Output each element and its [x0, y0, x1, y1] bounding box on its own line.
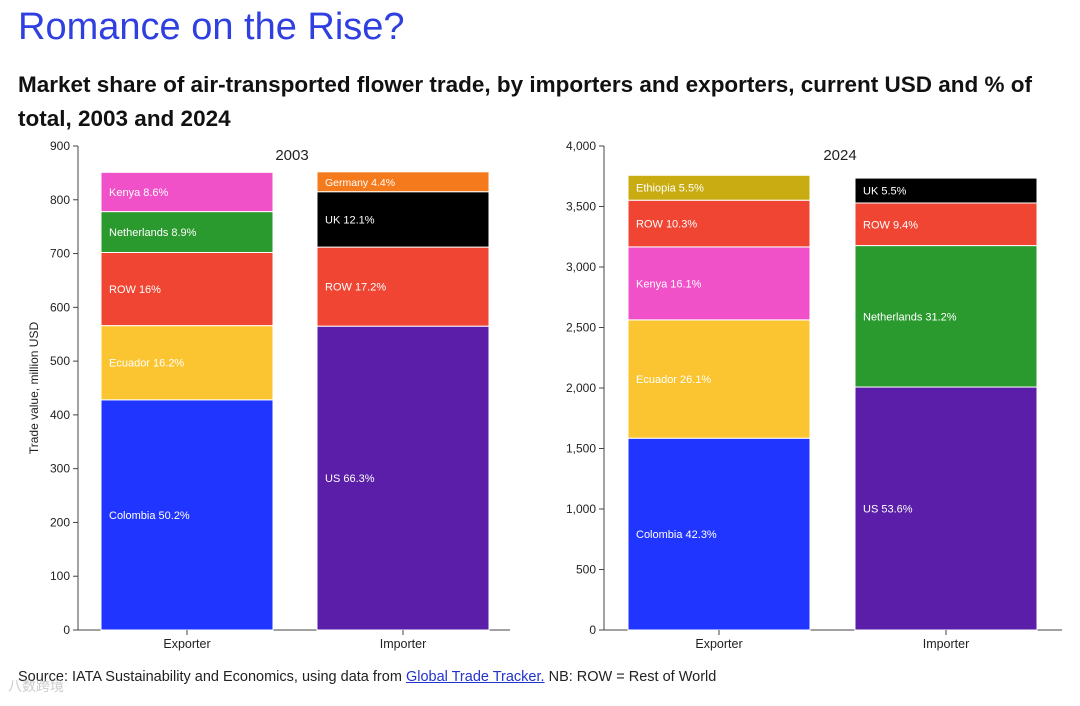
segment-label: UK 5.5% — [863, 186, 907, 198]
y-tick-label: 3,000 — [566, 260, 596, 274]
chart-title: 2024 — [823, 147, 856, 164]
y-tick-label: 0 — [589, 623, 596, 637]
x-tick-label: Exporter — [695, 637, 742, 651]
watermark: 八数跨境 — [8, 678, 64, 694]
bar-segment — [100, 251, 274, 327]
y-tick-label: 500 — [576, 563, 596, 577]
y-tick-label: 300 — [50, 462, 70, 476]
segment-label: Ecuador 16.2% — [109, 358, 184, 370]
segment-label: Germany 4.4% — [325, 177, 395, 189]
y-tick-label: 700 — [50, 247, 70, 261]
y-axis-title: Trade value, million USD — [27, 322, 41, 455]
row-note: NB: ROW = Rest of World — [548, 669, 717, 685]
bar-segment — [854, 202, 1038, 247]
y-tick-label: 600 — [50, 300, 70, 314]
segment-label: US 66.3% — [325, 473, 375, 485]
source-note: Source: IATA Sustainability and Economic… — [18, 669, 716, 685]
segment-label: Colombia 42.3% — [636, 529, 717, 541]
segment-label: Colombia 50.2% — [109, 510, 190, 522]
x-tick-label: Exporter — [163, 637, 210, 651]
y-tick-label: 2,500 — [566, 321, 596, 335]
y-tick-label: 3,500 — [566, 200, 596, 214]
y-tick-label: 900 — [50, 139, 70, 153]
page-title: Romance on the Rise? — [18, 6, 405, 48]
segment-label: Netherlands 8.9% — [109, 227, 197, 239]
x-tick-label: Importer — [380, 637, 427, 651]
y-tick-label: 0 — [63, 623, 70, 637]
bar-segment — [854, 177, 1038, 204]
bar-segment — [627, 437, 811, 631]
y-tick-label: 1,000 — [566, 502, 596, 516]
y-tick-label: 100 — [50, 569, 70, 583]
y-tick-label: 1,500 — [566, 442, 596, 456]
y-tick-label: 800 — [50, 193, 70, 207]
y-tick-label: 500 — [50, 354, 70, 368]
bar-segment — [627, 319, 811, 439]
segment-label: Ethiopia 5.5% — [636, 183, 704, 195]
y-tick-label: 2,000 — [566, 381, 596, 395]
segment-label: US 53.6% — [863, 504, 913, 516]
y-tick-label: 4,000 — [566, 139, 596, 153]
bar-segment — [854, 386, 1038, 631]
segment-label: ROW 9.4% — [863, 219, 918, 231]
source-prefix: Source: IATA Sustainability and Economic… — [18, 669, 402, 685]
chart-title: 2003 — [275, 147, 308, 164]
segment-label: Kenya 8.6% — [109, 187, 169, 199]
segment-label: ROW 17.2% — [325, 282, 386, 294]
segment-label: UK 12.1% — [325, 214, 375, 226]
y-tick-label: 400 — [50, 408, 70, 422]
bar-segment — [100, 171, 274, 213]
segment-label: ROW 10.3% — [636, 219, 697, 231]
bar-segment — [854, 245, 1038, 388]
x-tick-label: Importer — [923, 637, 970, 651]
segment-label: Kenya 16.1% — [636, 278, 702, 290]
segment-label: Ecuador 26.1% — [636, 374, 711, 386]
bar-segment — [100, 399, 274, 631]
bar-segment — [627, 199, 811, 248]
segment-label: Netherlands 31.2% — [863, 311, 957, 323]
bar-segment — [316, 325, 490, 631]
bar-segment — [100, 325, 274, 401]
bar-segment — [627, 246, 811, 321]
segment-label: ROW 16% — [109, 284, 161, 296]
bar-segment — [627, 174, 811, 201]
bar-segment — [316, 246, 490, 327]
y-tick-label: 200 — [50, 515, 70, 529]
global-trade-tracker-link[interactable]: Global Trade Tracker. — [405, 669, 545, 685]
bar-segment — [316, 171, 490, 193]
chart-subtitle: Market share of air-transported flower t… — [18, 72, 1032, 131]
